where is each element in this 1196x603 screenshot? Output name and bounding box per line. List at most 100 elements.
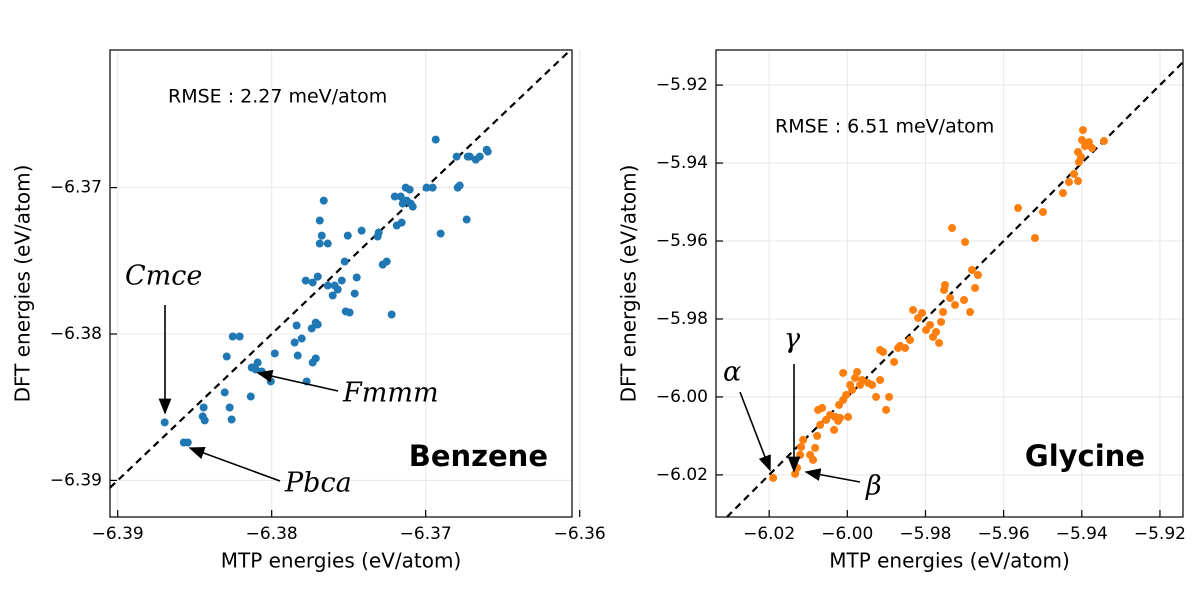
point bbox=[1084, 138, 1093, 147]
point bbox=[387, 310, 396, 319]
x-tick-label: −5.96 bbox=[978, 524, 1030, 544]
point bbox=[313, 272, 322, 281]
panel-label: Benzene bbox=[409, 439, 548, 473]
point bbox=[352, 273, 361, 282]
point bbox=[357, 226, 366, 235]
point bbox=[813, 431, 822, 440]
point bbox=[966, 307, 975, 316]
point bbox=[455, 181, 464, 190]
point bbox=[301, 276, 310, 285]
point bbox=[317, 231, 326, 240]
point bbox=[343, 231, 352, 240]
point bbox=[1070, 170, 1079, 179]
point bbox=[1031, 234, 1040, 243]
x-axis-label: MTP energies (eV/atom) bbox=[221, 549, 462, 573]
point bbox=[405, 185, 414, 194]
annotation: RMSE : 6.51 meV/atom bbox=[775, 116, 994, 138]
point bbox=[390, 192, 399, 201]
annotation: β bbox=[865, 471, 882, 502]
arrow bbox=[188, 446, 281, 482]
x-tick-label: −6.37 bbox=[400, 524, 452, 544]
point bbox=[1087, 144, 1096, 153]
point bbox=[961, 238, 970, 247]
y-axis-label: DFT energies (eV/atom) bbox=[11, 165, 35, 403]
point bbox=[858, 375, 867, 384]
point bbox=[253, 358, 262, 367]
y-tick-label: −6.39 bbox=[50, 470, 102, 490]
point bbox=[313, 320, 322, 329]
point bbox=[290, 338, 299, 347]
panel-label: Glycine bbox=[1025, 439, 1145, 473]
point bbox=[797, 442, 806, 451]
point bbox=[1077, 153, 1086, 162]
point bbox=[946, 294, 955, 303]
point bbox=[799, 435, 808, 444]
y-tick-label: −6.37 bbox=[50, 178, 102, 198]
point bbox=[345, 308, 354, 317]
plot-frame bbox=[715, 49, 1184, 518]
point bbox=[465, 152, 474, 161]
x-tick-label: −5.98 bbox=[899, 524, 951, 544]
point bbox=[818, 403, 827, 412]
point bbox=[830, 425, 839, 434]
point bbox=[842, 390, 851, 399]
point bbox=[408, 202, 417, 211]
point bbox=[918, 308, 927, 317]
point bbox=[1077, 136, 1086, 145]
arrow bbox=[804, 468, 861, 483]
point bbox=[974, 271, 983, 280]
point bbox=[1014, 204, 1023, 213]
x-tick-label: −6.39 bbox=[92, 524, 144, 544]
point bbox=[160, 418, 169, 427]
point bbox=[382, 257, 391, 266]
y-tick-label: −6.00 bbox=[656, 387, 708, 407]
point bbox=[293, 351, 302, 360]
point bbox=[851, 373, 860, 382]
point bbox=[337, 276, 346, 285]
point bbox=[315, 239, 324, 248]
point bbox=[971, 283, 980, 292]
point bbox=[876, 375, 885, 384]
plot-frame bbox=[109, 49, 573, 518]
point bbox=[462, 215, 471, 224]
point bbox=[340, 257, 349, 266]
point bbox=[796, 450, 805, 459]
point bbox=[225, 403, 234, 412]
x-tick-label: −5.92 bbox=[1134, 524, 1186, 544]
y-tick-label: −5.96 bbox=[656, 231, 708, 251]
point bbox=[350, 289, 359, 298]
point bbox=[422, 183, 431, 192]
point bbox=[1058, 189, 1067, 198]
point bbox=[960, 295, 969, 304]
point bbox=[968, 266, 977, 275]
point bbox=[901, 343, 910, 352]
point bbox=[374, 228, 383, 237]
point bbox=[315, 216, 324, 225]
point bbox=[926, 320, 935, 329]
point bbox=[396, 192, 405, 201]
point bbox=[228, 332, 237, 341]
point bbox=[436, 229, 445, 238]
point bbox=[323, 239, 332, 248]
point bbox=[937, 317, 946, 326]
point bbox=[199, 403, 208, 412]
point bbox=[1078, 126, 1087, 135]
point bbox=[200, 416, 209, 425]
point bbox=[935, 338, 944, 347]
point bbox=[844, 412, 853, 421]
y-tick-label: −6.38 bbox=[50, 324, 102, 344]
annotation: γ bbox=[784, 324, 801, 355]
point bbox=[397, 218, 406, 227]
point bbox=[836, 413, 845, 422]
point bbox=[475, 152, 484, 161]
x-tick-label: −6.02 bbox=[743, 524, 795, 544]
point bbox=[1065, 178, 1074, 187]
x-tick-label: −6.00 bbox=[821, 524, 873, 544]
point bbox=[333, 285, 342, 294]
annotation: Pbca bbox=[284, 468, 352, 499]
point bbox=[1099, 137, 1108, 146]
point bbox=[270, 349, 279, 358]
point bbox=[323, 281, 332, 290]
point bbox=[882, 405, 891, 414]
